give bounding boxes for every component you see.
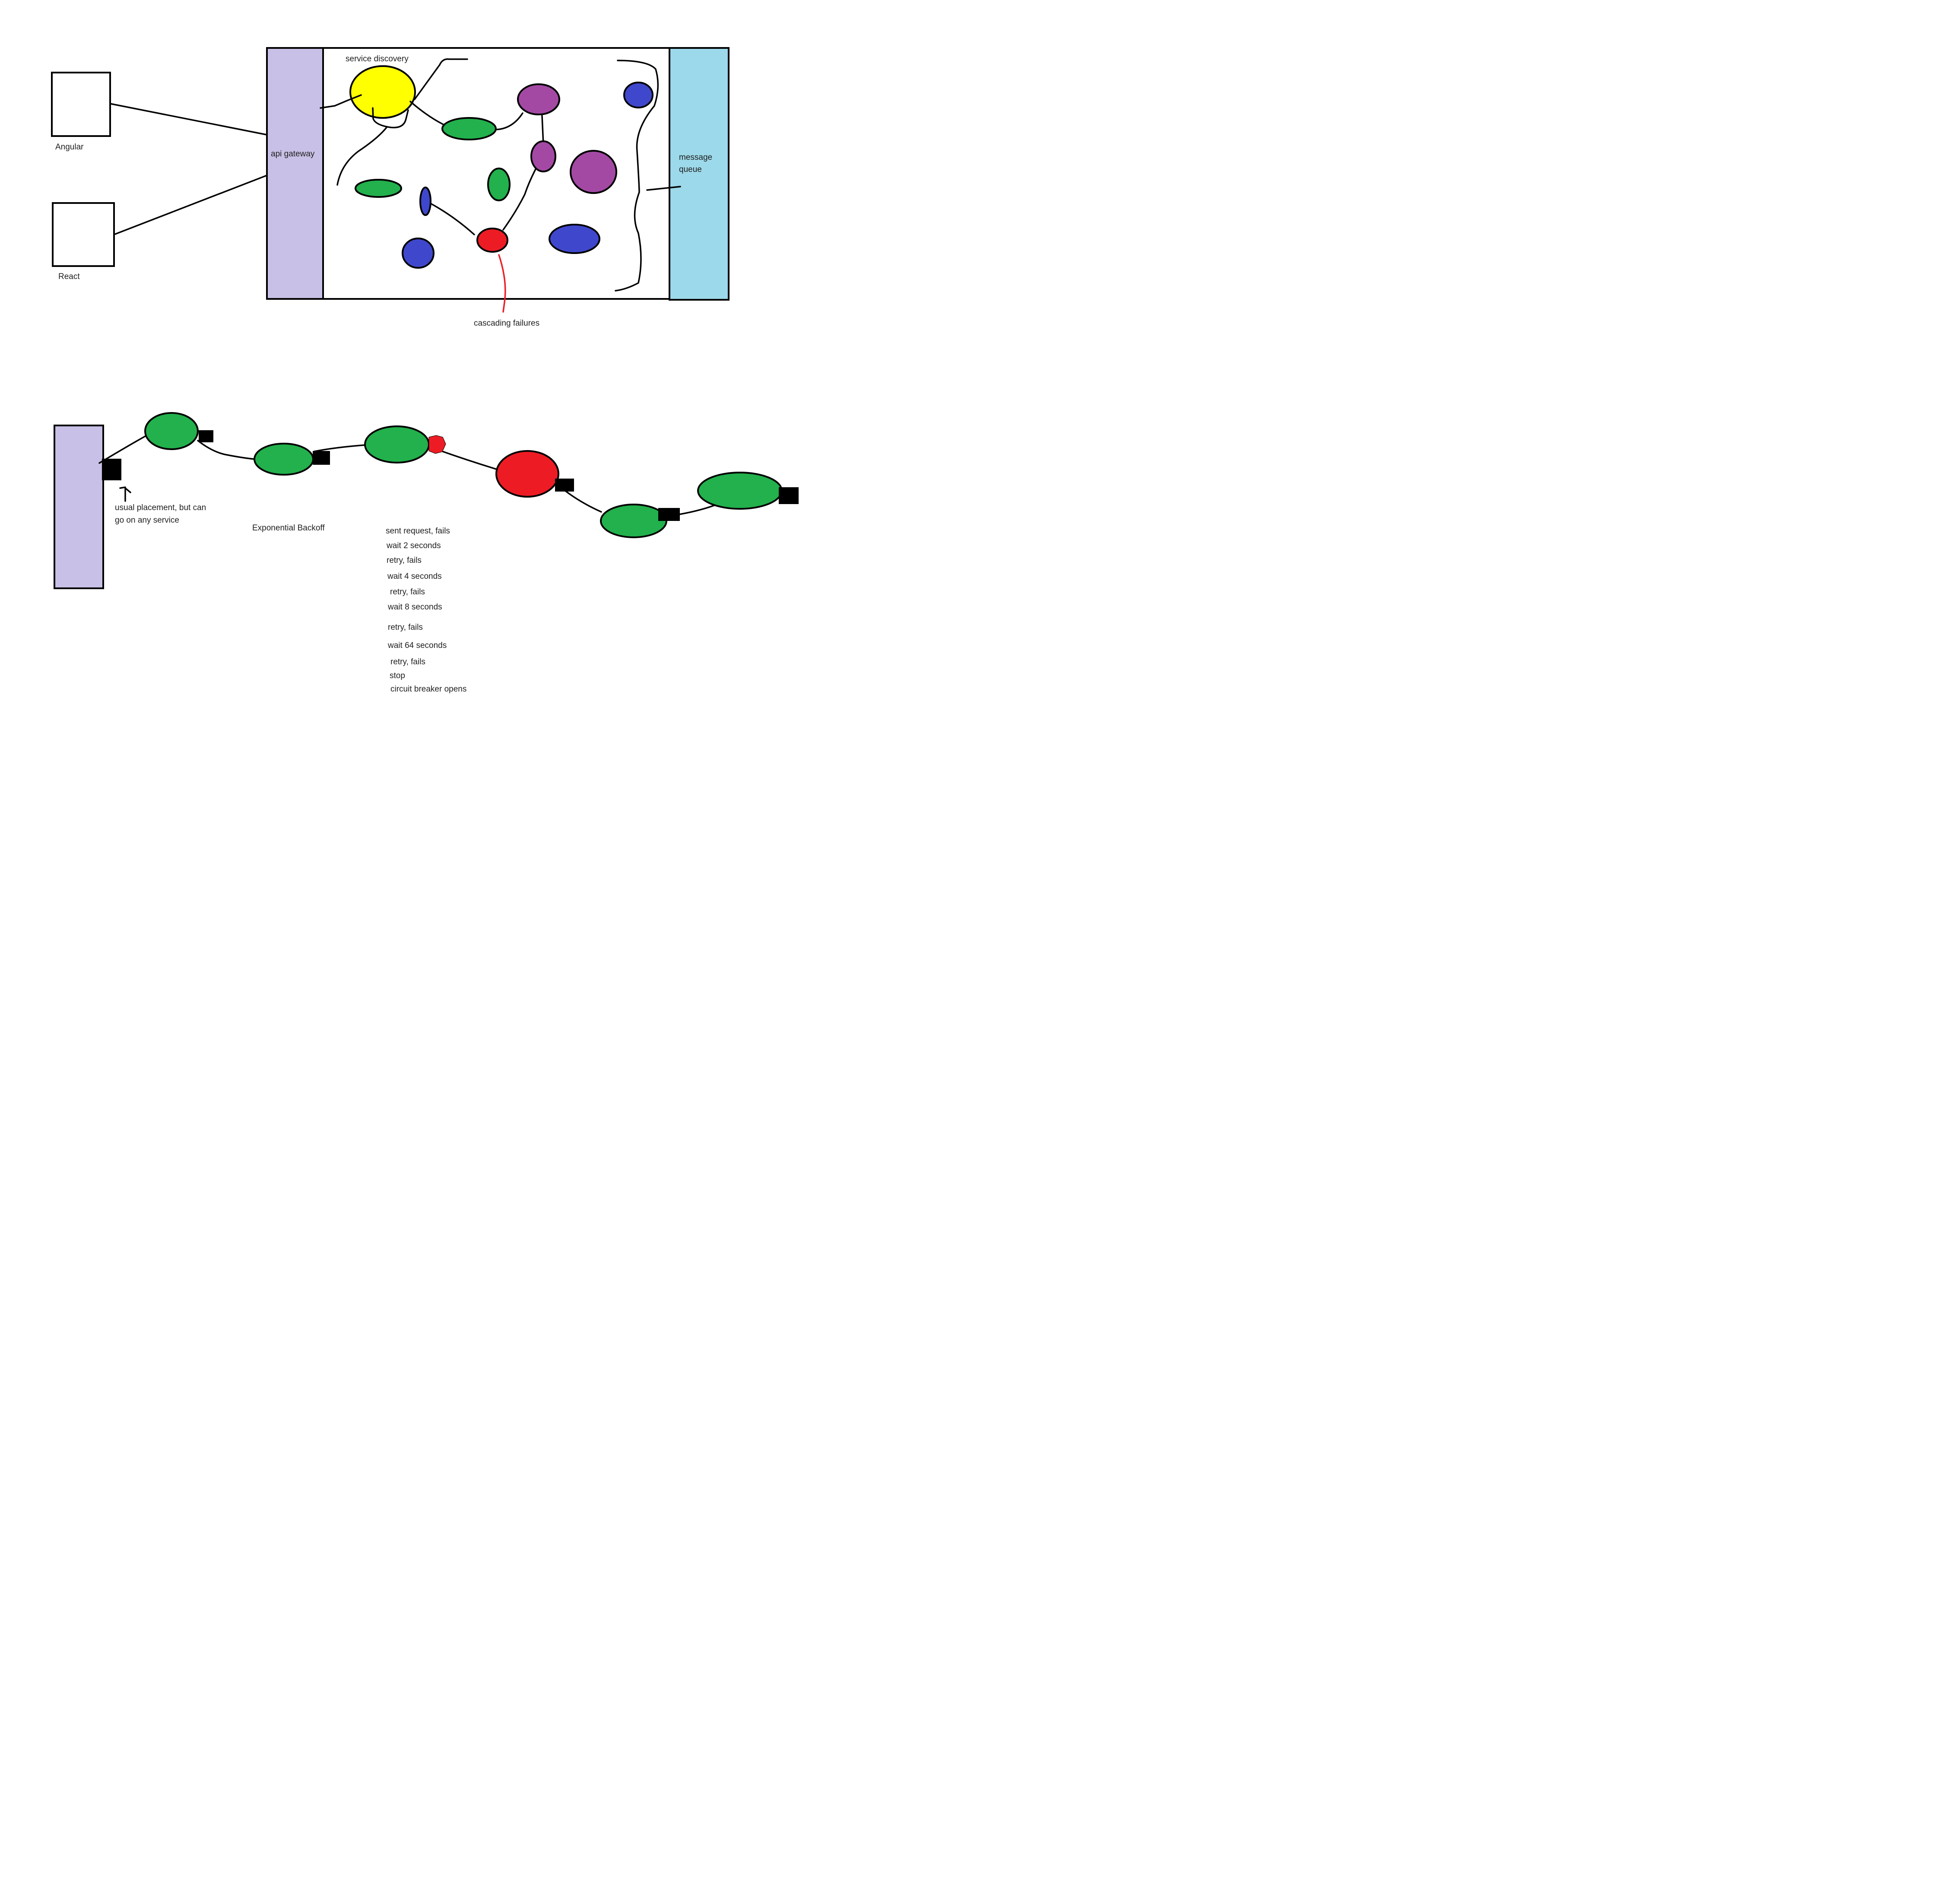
- react-gateway-link: [113, 175, 268, 235]
- backoff-step-text: retry, fails: [387, 556, 422, 565]
- angular-gateway-link: [109, 103, 268, 136]
- chain-service-node-green: [600, 504, 667, 538]
- circuit-breaker-box: [555, 479, 574, 492]
- discovery-lower-link: [336, 127, 387, 186]
- message-queue-label-line2: queue: [679, 165, 702, 174]
- tripped-circuit-breaker: [428, 435, 446, 454]
- service-node-purple: [530, 140, 556, 172]
- backoff-step-text: wait 8 seconds: [387, 603, 442, 612]
- circuit-breaker-box: [658, 508, 680, 521]
- backoff-steps-list: sent request, fails wait 2 seconds retry, …: [386, 527, 466, 694]
- service-node-blue: [623, 82, 653, 108]
- api-gateway-bar: [266, 47, 324, 300]
- discovery-upper-link: [414, 58, 468, 100]
- discovery-green-link: [409, 101, 446, 126]
- discovery-loop-link: [372, 107, 409, 129]
- cascading-failures-label: cascading failures: [474, 319, 539, 328]
- blue-red-link: [429, 202, 475, 235]
- angular-label: Angular: [55, 143, 84, 152]
- circuit-gateway-bar: [54, 425, 104, 589]
- backoff-step-text: retry, fails: [388, 623, 423, 632]
- chain-service-node-green: [697, 472, 783, 510]
- failing-service-node: [476, 228, 508, 253]
- service-node-blue: [419, 187, 431, 216]
- chain-service-node-green: [144, 412, 199, 450]
- backoff-step-text: retry, fails: [390, 657, 425, 666]
- chain-service-node-failing: [495, 450, 559, 498]
- backoff-step-text: retry, fails: [390, 587, 425, 597]
- circuit-breaker-box: [102, 459, 121, 480]
- service-node-blue: [402, 238, 435, 269]
- chain-service-node-green: [364, 425, 430, 463]
- service-node-purple: [570, 150, 617, 194]
- cascading-failure-arrow: [498, 254, 506, 313]
- circuit-breaker-box: [199, 430, 213, 442]
- chain-link: [197, 440, 256, 460]
- gateway-discovery-link: [320, 94, 362, 109]
- service-node-blue: [549, 224, 600, 254]
- service-node-green: [487, 168, 511, 201]
- service-node-green: [355, 179, 402, 198]
- purple-purple-link: [541, 115, 544, 146]
- react-client-box: [52, 202, 115, 267]
- backoff-step-text: stop: [390, 671, 405, 680]
- chain-link: [314, 444, 368, 452]
- chain-service-node-green: [254, 443, 314, 476]
- react-label: React: [58, 272, 80, 281]
- service-node-green: [441, 117, 497, 140]
- circuit-breaker-box: [313, 451, 330, 465]
- service-discovery-label: service discovery: [346, 54, 409, 63]
- message-queue-bar: [669, 47, 730, 301]
- exponential-backoff-title: Exponential Backoff: [252, 524, 325, 533]
- purple-red-link: [502, 164, 539, 231]
- angular-client-box: [51, 72, 111, 137]
- backoff-step-text: wait 2 seconds: [386, 541, 441, 550]
- api-gateway-label: api gateway: [271, 149, 315, 159]
- green-purple-link: [494, 112, 523, 130]
- backoff-step-text: wait 4 seconds: [387, 572, 442, 581]
- placement-arrow: [119, 486, 131, 502]
- backoff-step-text: circuit breaker opens: [390, 685, 466, 694]
- backoff-step-text: wait 64 seconds: [387, 641, 447, 650]
- placement-note-line2: go on any service: [115, 516, 179, 525]
- chain-link: [98, 433, 150, 464]
- service-discovery-node: [349, 65, 416, 119]
- queue-inlet-link: [646, 186, 681, 191]
- placement-note-line1: usual placement, but can: [115, 503, 206, 512]
- circuit-breaker-diagram: usual placement, but can go on any servi…: [54, 412, 799, 694]
- service-node-purple: [517, 83, 560, 115]
- chain-link: [435, 448, 498, 470]
- architecture-diagram: Angular React api gateway message queue …: [51, 47, 730, 328]
- message-queue-label-line1: message: [679, 153, 712, 162]
- queue-feed-link: [615, 60, 659, 292]
- backoff-step-text: sent request, fails: [386, 527, 450, 536]
- circuit-breaker-box: [779, 487, 799, 504]
